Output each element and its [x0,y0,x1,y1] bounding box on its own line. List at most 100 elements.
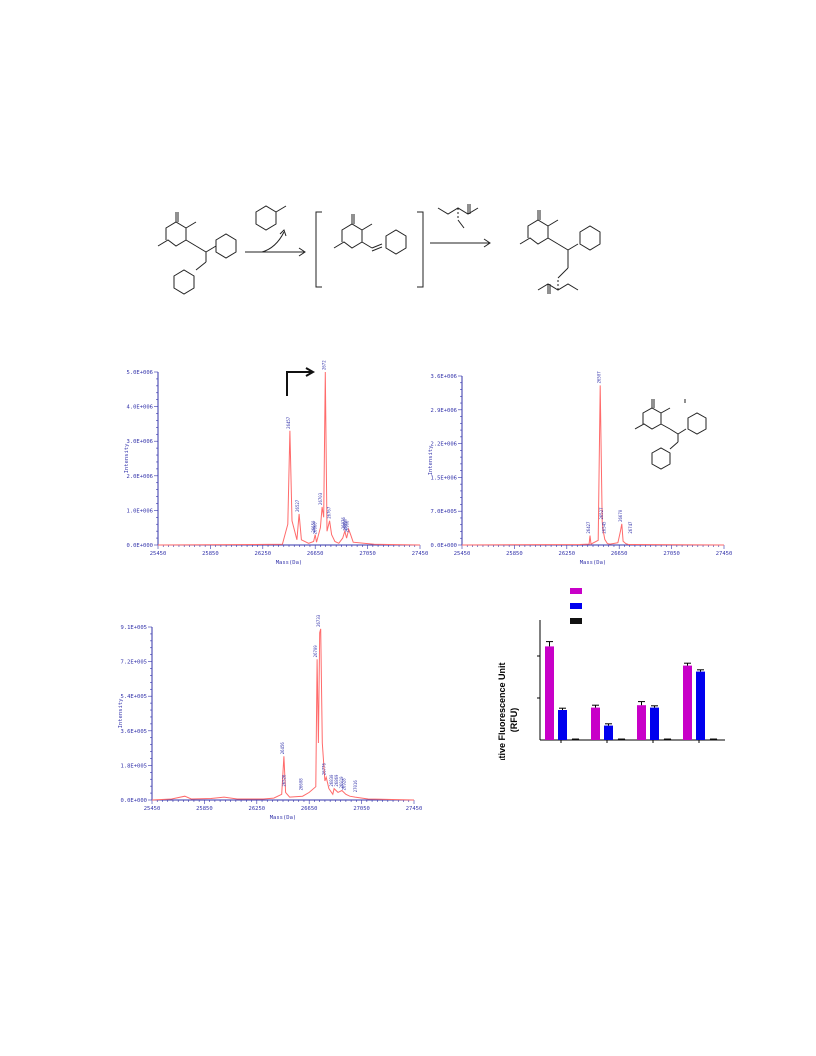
y-tick-label: 3.6E+006 [431,374,458,380]
peak-label: 26776 [322,763,327,776]
x-tick-label: 27050 [353,806,370,812]
bar [571,739,580,741]
y-tick-label: 7.0E+005 [431,509,458,515]
reaction-arrow-2 [430,204,491,248]
peak-label: 26890 [343,518,348,531]
peak-label: 26703 [318,492,323,505]
bar [696,671,705,740]
peak-label: 26747 [628,521,633,534]
y-tick-label: 5.4E+005 [121,694,148,700]
peak-shift-arrowhead [305,367,316,377]
reactant-structure [157,212,237,295]
peak-label: 26906 [345,520,350,533]
y-tick-label: 5.0E+006 [127,370,154,376]
y-tick-label: 2.2E+006 [431,442,458,448]
bar [650,707,659,740]
y-tick-label: 3.6E+005 [121,729,148,735]
bar [591,707,600,740]
peak-label: 26507 [596,371,601,384]
bar [558,710,567,740]
peak-label: 26869 [334,774,339,787]
y-tick-label: 0.0E+000 [121,798,148,804]
bar [617,739,626,741]
inset-structure [634,399,707,470]
x-tick-label: 25450 [150,551,167,557]
x-tick-label: 27450 [716,551,733,557]
peak-label: 26527 [599,507,604,520]
peak-label: 26650 [311,520,316,533]
peak-label: 26767 [327,506,332,519]
x-axis-label: Mass(Da) [270,815,297,820]
x-tick-label: 26250 [249,806,266,812]
peak-label: 26545 [601,521,606,534]
y-tick-label: 1.0E+006 [127,508,154,514]
spectrum-line [461,385,725,546]
spectrum-line [157,371,421,546]
reaction-scheme [157,204,601,295]
x-axis-label: Mass(Da) [276,560,303,566]
y-tick-label: 0.0E+000 [431,543,458,549]
y-tick-label: 1.8E+005 [121,763,148,769]
bar [545,646,554,740]
legend-swatch [570,603,582,609]
y-tick-label: 3.0E+006 [127,439,154,445]
y-axis-label: Intensity [118,698,124,728]
x-tick-label: 27050 [359,551,376,557]
bar [604,725,613,740]
x-tick-label: 26650 [307,551,324,557]
x-tick-label: 25850 [202,551,219,557]
x-tick-label: 27450 [412,551,429,557]
peak-label: 26876 [341,517,346,530]
peak-label: 26427 [586,521,591,534]
peak-label: 26526 [282,774,287,787]
x-tick-label: 25450 [144,806,161,812]
bar [709,739,718,741]
fluorescence-bar-chart: Relative Fluorescence Unit (RFU) [497,588,725,760]
peak-label: 26527 [295,499,300,512]
peak-label: 26457 [286,416,291,429]
legend-swatch [570,588,582,594]
y-axis-label: Intensity [124,443,130,473]
product-structure [519,210,601,294]
intermediate-structure [315,211,424,288]
x-tick-label: 26250 [255,551,272,557]
y-tick-label: 2.9E+006 [431,408,458,414]
peak-label: 26727 [321,360,326,370]
peak-shift-arrow [286,371,312,396]
bar [683,665,692,740]
legend-swatch [570,618,582,624]
peak-label: 26660 [313,522,318,535]
x-tick-label: 25850 [196,806,213,812]
x-tick-label: 26650 [611,551,628,557]
peak-label: 26456 [280,742,285,755]
y-axis-label-line-1: Relative Fluorescence Unit [497,662,507,760]
y-tick-label: 9.1E+005 [121,625,148,631]
mass-spectrum-chart-2: 25450 25850 26250 26650 27050 27450 0.0E+000 7.… [428,371,733,566]
peak-label: 26733 [316,615,321,627]
peak-label: 26830 [329,774,334,787]
y-axis-label-line-2: (RFU) [509,708,519,733]
peak-label: 27016 [353,780,358,793]
bar [663,739,672,741]
peak-label: 26709 [313,645,318,658]
x-tick-label: 26250 [559,551,576,557]
bar [637,705,646,740]
peak-label: 26608 [299,778,304,791]
x-tick-label: 25450 [454,551,471,557]
x-axis-label: Mass(Da) [580,560,607,566]
x-tick-label: 27050 [663,551,680,557]
mass-spectrum-chart-1: 25450 25850 26250 26650 27050 27450 0.0E+000 1.… [124,360,429,566]
y-tick-label: 4.0E+006 [127,405,154,411]
spectrum-line [151,628,415,801]
y-tick-label: 2.0E+006 [127,474,154,480]
peak-label: 26670 [618,509,623,522]
peak-label: 26919 [339,776,344,789]
mass-spectrum-chart-3: 25450 25850 26250 26650 27050 27450 0.0E+000 1.… [118,615,423,820]
y-tick-label: 7.2E+005 [121,660,148,666]
x-tick-label: 27450 [406,806,423,812]
peak-label: 26928 [342,778,347,791]
y-tick-label: 1.5E+006 [431,475,458,481]
x-tick-label: 25850 [506,551,523,557]
y-axis-label: Intensity [428,445,434,475]
y-tick-label: 0.0E+000 [127,543,154,549]
